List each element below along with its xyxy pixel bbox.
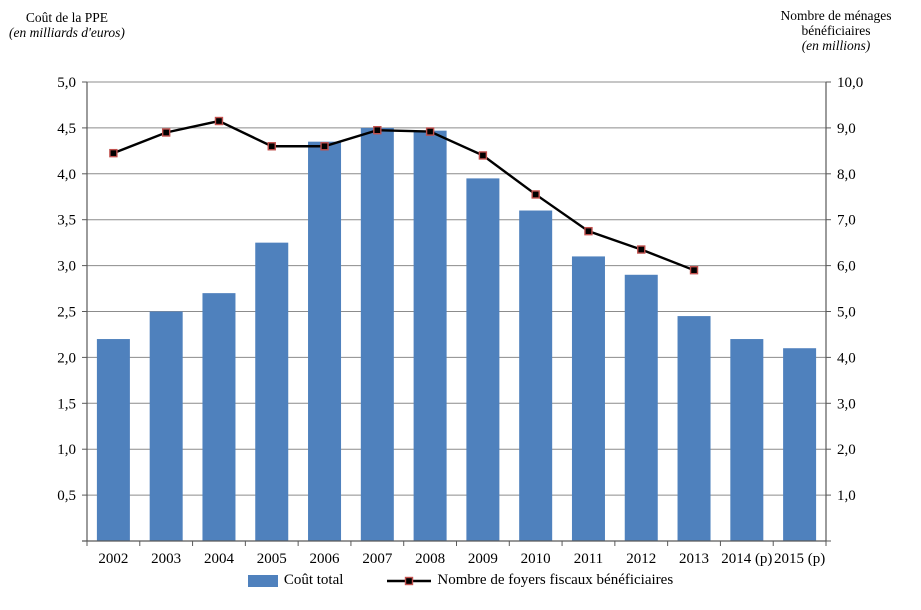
x-axis-label: 2011 [574, 551, 603, 567]
bar-2014 (p) [730, 339, 764, 541]
x-axis-label: 2008 [415, 551, 445, 567]
bar-2010 [519, 210, 553, 541]
x-axis-label: 2004 [204, 551, 235, 567]
axes [82, 81, 831, 546]
left-axis-title: Coût de la PPE (en milliards d'euros) [2, 10, 132, 40]
bar-series [96, 127, 817, 542]
bar-series-swatch-icon [247, 574, 278, 587]
x-axis-label: 2014 (p) [721, 551, 772, 567]
left-tick-label: 1,5 [57, 396, 76, 412]
x-axis-label: 2009 [468, 551, 498, 567]
right-tick-label: 10,0 [837, 75, 863, 91]
left-tick-label: 5,0 [57, 75, 76, 91]
x-axis-label: 2005 [257, 551, 287, 567]
x-axis-labels: 2002 2003 2004 2005 2006 2007 2008 2009 2010 2011… [98, 551, 825, 567]
x-axis-label: 2006 [310, 551, 341, 567]
right-tick-label: 7,0 [837, 213, 856, 229]
line-series-swatch-icon [387, 576, 432, 585]
line-marker [109, 148, 118, 158]
legend: Coût total Nombre de foyers fiscaux béné… [0, 572, 921, 589]
legend-item-cout-total: Coût total [247, 572, 344, 589]
line-path [112, 119, 695, 272]
line-marker [689, 265, 699, 275]
right-tick-label: 8,0 [837, 167, 856, 183]
left-axis-tick-labels: 5,0 4,5 4,0 3,5 3,0 2,5 2,0 1,5 1,0 0,5 [57, 75, 76, 504]
line-marker [531, 190, 540, 199]
line-marker [584, 226, 593, 236]
legend-label-cout-total: Coût total [283, 572, 344, 588]
left-tick-label: 4,5 [57, 121, 76, 137]
legend-label-foyers: Nombre de foyers fiscaux bénéficiaires [437, 572, 674, 588]
x-axis-label: 2002 [98, 551, 128, 567]
line-marker [478, 151, 488, 160]
left-axis-title-text: Coût de la PPE [25, 10, 109, 25]
x-axis-label: 2012 [626, 551, 656, 567]
bar-2008 [413, 130, 447, 542]
right-tick-label: 3,0 [837, 396, 856, 412]
line-marker [161, 128, 171, 137]
line-marker [373, 125, 382, 135]
right-tick-label: 6,0 [837, 259, 856, 275]
right-tick-label: 5,0 [837, 305, 856, 321]
x-axis-label: 2015 (p) [774, 551, 825, 567]
right-tick-label: 4,0 [837, 350, 856, 366]
bar-2011 [571, 256, 605, 541]
x-axis-label: 2003 [151, 551, 181, 567]
line-marker [267, 142, 276, 151]
legend-line-marker [405, 576, 414, 585]
line-marker [425, 127, 435, 136]
left-axis-subtitle-text: (en milliards d'euros) [9, 25, 125, 40]
bar-2003 [149, 311, 183, 541]
left-tick-label: 0,5 [57, 488, 76, 504]
bar-2013 [677, 316, 711, 541]
bar-2015 (p) [783, 348, 817, 541]
left-tick-label: 2,0 [57, 350, 76, 366]
bar-2007 [360, 127, 394, 542]
right-axis-tick-labels: 10,0 9,0 8,0 7,0 6,0 5,0 4,0 3,0 2,0 1,0 [837, 75, 863, 504]
right-axis-subtitle-text: (en millions) [801, 38, 871, 53]
left-tick-label: 3,5 [57, 213, 76, 229]
x-axis-label: 2007 [362, 551, 393, 567]
x-axis-label: 2010 [521, 551, 551, 567]
bar-2009 [466, 178, 500, 541]
left-tick-label: 3,0 [57, 259, 76, 275]
line-marker [637, 245, 646, 254]
left-tick-label: 2,5 [57, 305, 76, 321]
bar-2005 [255, 242, 289, 541]
bar-2004 [202, 293, 236, 541]
line-marker [320, 142, 329, 151]
left-tick-label: 4,0 [57, 167, 76, 183]
left-tick-label: 1,0 [57, 442, 76, 458]
bar-2006 [308, 141, 342, 542]
right-axis-title-line2: bénéficiaires [801, 23, 871, 38]
right-axis-title: Nombre de ménages bénéficiaires (en mill… [763, 8, 909, 53]
line-series [109, 116, 699, 275]
bar-2012 [624, 274, 658, 541]
right-tick-label: 2,0 [837, 442, 856, 458]
right-axis-title-line1: Nombre de ménages [780, 8, 892, 23]
legend-item-foyers: Nombre de foyers fiscaux bénéficiaires [387, 572, 673, 589]
bar-2002 [96, 339, 130, 541]
x-axis-label: 2013 [679, 551, 709, 567]
right-tick-label: 1,0 [837, 488, 856, 504]
right-tick-label: 9,0 [837, 121, 856, 137]
line-marker [214, 116, 224, 126]
